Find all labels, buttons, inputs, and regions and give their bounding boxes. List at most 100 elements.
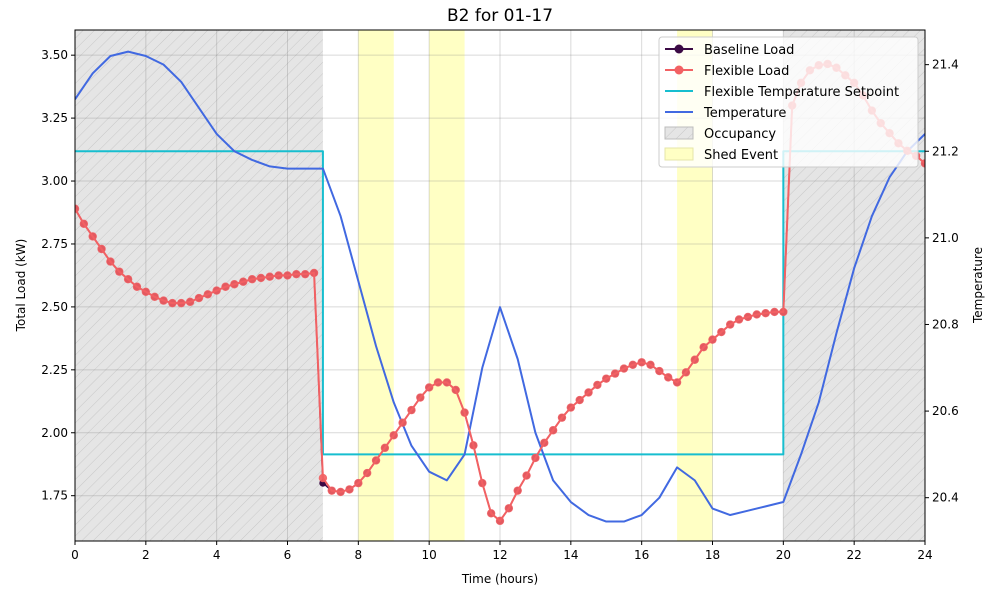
data-point — [655, 366, 664, 376]
data-point — [478, 478, 487, 488]
legend-swatch-marker — [674, 44, 684, 54]
x-tick-label: 20 — [776, 548, 791, 562]
data-point — [646, 360, 655, 369]
data-point — [761, 308, 770, 318]
data-point — [97, 244, 106, 254]
data-point — [779, 307, 788, 317]
legend-label: Baseline Load — [704, 43, 794, 58]
y-tick-label: 3.50 — [41, 48, 68, 62]
y-tick-label: 2.75 — [41, 237, 68, 251]
x-tick-label: 16 — [634, 548, 649, 562]
data-point — [513, 486, 522, 495]
data-point — [389, 431, 398, 440]
y2-tick-label: 21.4 — [932, 58, 959, 72]
data-point — [469, 441, 478, 450]
legend-box — [658, 36, 919, 168]
data-point — [726, 320, 735, 329]
data-point — [442, 378, 452, 387]
data-point — [531, 453, 540, 463]
legend-entry: Flexible Temperature Setpoint — [665, 85, 899, 100]
data-point — [522, 471, 531, 480]
legend-swatch-marker — [674, 65, 684, 75]
data-point — [460, 408, 469, 417]
data-point — [354, 478, 363, 488]
data-point — [230, 280, 239, 289]
x-tick-label: 22 — [847, 548, 862, 562]
legend-entry: Baseline Load — [665, 43, 794, 58]
shed-event-span — [429, 30, 465, 541]
data-point — [380, 443, 390, 453]
data-point — [398, 418, 407, 427]
chart-title: B2 for 01-17 — [447, 6, 553, 26]
data-point — [708, 335, 717, 344]
data-point — [256, 273, 266, 283]
data-point — [327, 486, 336, 495]
occupancy-span — [75, 30, 323, 541]
data-point — [283, 271, 292, 280]
data-point — [593, 380, 602, 390]
data-point — [495, 516, 505, 526]
data-point — [548, 426, 558, 435]
x-tick-label: 18 — [705, 548, 720, 562]
data-point — [734, 315, 744, 324]
data-point — [407, 405, 416, 415]
y2-axis-label: Temperature — [971, 247, 985, 324]
data-point — [336, 487, 345, 497]
y2-tick-label: 21.0 — [932, 231, 959, 245]
data-point — [203, 290, 213, 299]
data-point — [115, 267, 124, 276]
shed-event-span — [358, 30, 394, 541]
data-point — [75, 204, 80, 213]
legend-label: Flexible Load — [704, 64, 789, 79]
data-point — [416, 393, 425, 402]
y-axis-label: Total Load (kW) — [14, 239, 28, 333]
x-tick-label: 0 — [71, 548, 79, 562]
x-tick-label: 2 — [142, 548, 150, 562]
data-point — [433, 378, 443, 387]
data-point — [168, 298, 177, 308]
data-point — [177, 298, 186, 308]
data-point — [159, 296, 168, 305]
y2-tick-label: 20.4 — [932, 491, 959, 505]
legend-swatch-shed — [664, 147, 694, 161]
y2-tick-label: 20.6 — [932, 404, 959, 418]
y-tick-label: 2.25 — [41, 363, 68, 377]
legend-label: Shed Event — [704, 148, 778, 163]
data-point — [362, 468, 372, 478]
data-point — [681, 368, 691, 377]
data-point — [451, 385, 460, 395]
data-point — [309, 268, 319, 278]
data-point — [486, 509, 496, 518]
y-tick-label: 2.50 — [41, 300, 68, 314]
y2-tick-label: 21.2 — [932, 144, 959, 158]
data-point — [664, 373, 673, 382]
data-point — [221, 282, 230, 291]
data-point — [752, 310, 761, 319]
y-tick-label: 1.75 — [41, 489, 68, 503]
data-point — [345, 485, 354, 494]
data-point — [743, 312, 753, 322]
legend-entry: Shed Event — [664, 147, 778, 163]
data-point — [637, 358, 646, 367]
y-tick-label: 3.25 — [41, 111, 68, 125]
data-point — [239, 277, 248, 286]
legend-entry: Occupancy — [664, 126, 776, 142]
data-point — [566, 403, 576, 412]
data-point — [318, 473, 328, 483]
x-axis-label: Time (hours) — [461, 572, 538, 586]
legend-label: Temperature — [703, 106, 786, 121]
data-point — [265, 272, 274, 281]
data-point — [301, 269, 310, 279]
data-point — [540, 438, 549, 448]
data-point — [610, 369, 620, 378]
y-tick-label: 2.00 — [41, 426, 68, 440]
data-point — [123, 275, 133, 284]
data-point — [88, 232, 97, 241]
legend: Baseline Load Flexible Load Flexible Tempe… — [658, 36, 919, 168]
legend-swatch-occupancy — [664, 126, 694, 140]
data-point — [274, 271, 283, 280]
axes: 0 2 4 6 8 10 12 14 16 18 20 22 241.752.002.252.502.7… — [41, 29, 959, 562]
x-tick-label: 14 — [563, 548, 578, 562]
x-tick-label: 8 — [355, 548, 363, 562]
